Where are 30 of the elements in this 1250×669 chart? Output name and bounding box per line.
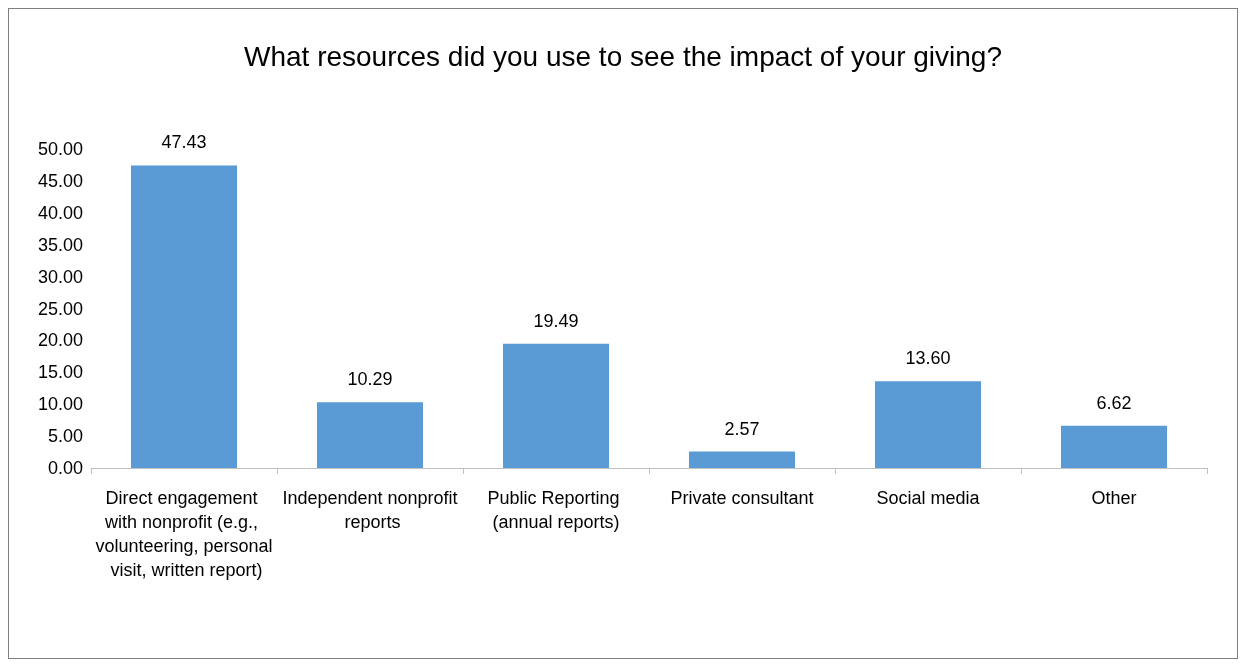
x-tick-label: Social media <box>876 488 981 508</box>
x-tick-label: Independent nonprofit reports <box>282 488 458 532</box>
chart-title: What resources did you use to see the impact of your giving? <box>244 40 1002 72</box>
y-tick-label: 5.00 <box>47 426 83 447</box>
data-label: 47.43 <box>161 132 207 153</box>
data-label: 2.57 <box>724 418 760 439</box>
x-tick-label: Private consultant <box>670 488 814 508</box>
bar <box>688 451 796 468</box>
y-tick-label: 15.00 <box>37 362 83 383</box>
y-tick-label: 20.00 <box>37 330 83 351</box>
bar <box>502 343 610 468</box>
x-tick-label: Public Reporting (annual reports) <box>487 488 625 532</box>
y-tick-label: 10.00 <box>37 394 83 415</box>
data-label: 10.29 <box>347 369 393 390</box>
y-tick-label: 30.00 <box>37 266 83 287</box>
x-tick-label: Direct engagement with nonprofit (e.g., volunteering, personal visit, written report) <box>95 488 273 580</box>
x-tick-label: Other <box>1091 488 1137 508</box>
data-label: 19.49 <box>533 310 579 331</box>
data-label: 13.60 <box>905 348 951 369</box>
y-tick-label: 40.00 <box>37 202 83 223</box>
bar <box>1060 425 1168 468</box>
bar <box>874 381 982 468</box>
data-label: 6.62 <box>1096 392 1132 413</box>
y-tick-label: 50.00 <box>37 139 83 159</box>
y-tick-label: 45.00 <box>37 170 83 191</box>
y-tick-label: 25.00 <box>37 298 83 319</box>
y-tick-label: 35.00 <box>37 234 83 255</box>
bar <box>130 165 238 468</box>
bar <box>316 402 424 468</box>
y-tick-label: 0.00 <box>47 458 83 478</box>
